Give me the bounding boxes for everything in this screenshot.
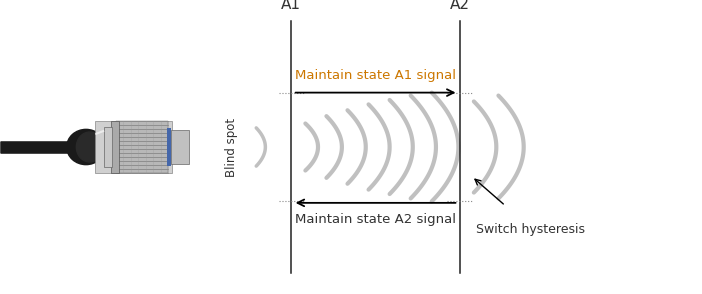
Text: A1: A1 (282, 0, 301, 12)
FancyBboxPatch shape (171, 130, 189, 164)
Text: Maintain state A1 signal: Maintain state A1 signal (295, 69, 456, 82)
FancyBboxPatch shape (111, 121, 119, 173)
FancyBboxPatch shape (95, 121, 172, 173)
Text: Blind spot: Blind spot (225, 117, 238, 177)
Text: A2: A2 (450, 0, 470, 12)
FancyBboxPatch shape (104, 127, 112, 167)
FancyBboxPatch shape (116, 121, 168, 173)
Text: Maintain state A2 signal: Maintain state A2 signal (295, 213, 456, 226)
Ellipse shape (77, 132, 103, 162)
Ellipse shape (67, 129, 105, 165)
Text: Switch hysteresis: Switch hysteresis (475, 223, 585, 236)
FancyBboxPatch shape (167, 128, 171, 166)
